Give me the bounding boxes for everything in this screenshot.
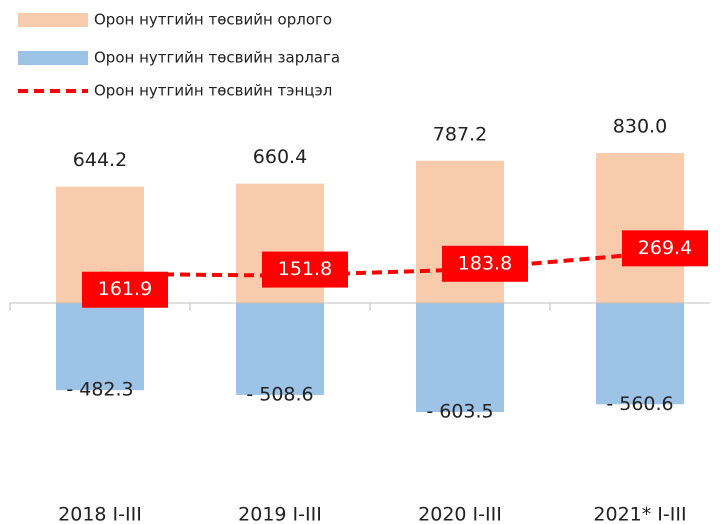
bar: [416, 303, 504, 413]
value-label: 183.8: [458, 252, 512, 274]
value-label: 644.2: [73, 149, 127, 171]
legend-label: Орон нутгийн төсвийн орлого: [94, 11, 332, 29]
value-label: - 560.6: [606, 393, 673, 415]
bar: [236, 303, 324, 395]
balance-box: [442, 245, 528, 282]
value-label: 161.9: [98, 278, 152, 300]
value-label: 269.4: [638, 237, 692, 259]
x-tick-label: 2020 I-III: [418, 504, 502, 524]
value-label: - 508.6: [246, 383, 313, 405]
legend-label: Орон нутгийн төсвийн зарлага: [94, 49, 340, 67]
legend-swatch: [18, 13, 88, 27]
bar: [596, 153, 684, 303]
value-label: 151.8: [278, 258, 332, 280]
value-label: 830.0: [613, 116, 667, 138]
legend-swatch: [18, 51, 88, 65]
balance-box: [262, 251, 348, 288]
x-tick-label: 2021* I-III: [593, 504, 686, 524]
x-tick-label: 2018 I-III: [58, 504, 142, 524]
bar: [56, 303, 144, 391]
balance-box: [82, 271, 168, 308]
legend-label: Орон нутгийн төсвийн тэнцэл: [94, 82, 332, 100]
value-label: - 603.5: [426, 401, 493, 423]
bar: [596, 303, 684, 405]
x-tick-label: 2019 I-III: [238, 504, 322, 524]
balance-box: [622, 230, 708, 267]
value-label: 660.4: [253, 146, 307, 168]
value-label: 787.2: [433, 123, 487, 145]
balance-line: [99, 252, 641, 278]
value-label: - 482.3: [66, 379, 133, 401]
